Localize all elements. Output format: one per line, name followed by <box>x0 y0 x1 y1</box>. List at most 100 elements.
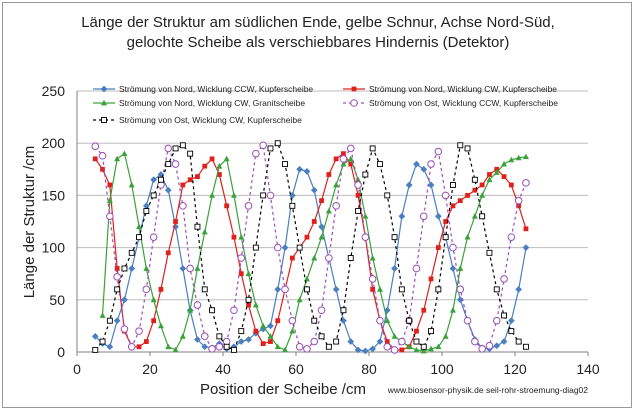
data-point <box>390 346 399 354</box>
data-point <box>200 332 209 341</box>
data-point <box>201 343 209 351</box>
data-point <box>128 249 135 256</box>
data-point <box>230 306 238 315</box>
data-point <box>106 197 113 204</box>
data-point <box>500 338 508 345</box>
x-tick-label: 20 <box>142 361 158 377</box>
data-point <box>282 161 288 168</box>
legend-marker <box>351 86 357 92</box>
data-point <box>91 142 100 151</box>
legend-marker <box>101 117 107 123</box>
legend-label: Strömung von Nord, Wicklung CCW, Kupfers… <box>119 84 313 94</box>
data-point <box>92 346 99 353</box>
data-point <box>391 333 398 339</box>
data-point <box>238 271 244 277</box>
legend-entry-3: Strömung von Nord, Wicklung CW, Granitsc… <box>93 98 305 108</box>
data-point <box>237 254 246 262</box>
data-point <box>449 243 457 252</box>
y-tick-label: 50 <box>49 292 65 308</box>
legend-label: Strömung von Nord, Wicklung CW, Kupfersc… <box>369 84 557 94</box>
y-axis-label: Länge der Struktur /cm <box>21 146 38 299</box>
data-point <box>209 192 216 198</box>
data-point <box>442 234 449 241</box>
data-point <box>311 317 318 324</box>
data-point <box>346 144 355 153</box>
data-point <box>340 307 347 314</box>
data-point <box>274 140 281 147</box>
legend: Strömung von Nord, Wicklung CCW, Kupfers… <box>93 84 558 125</box>
data-point <box>493 169 500 175</box>
data-point <box>120 325 129 333</box>
data-point <box>171 160 180 168</box>
data-point <box>194 223 201 230</box>
data-point <box>339 155 348 163</box>
data-point <box>173 219 178 224</box>
data-point <box>253 328 259 334</box>
footer-credit: www.biosensor-physik.de seil-rohr-stroem… <box>387 385 589 395</box>
y-tick-label: 200 <box>42 135 66 151</box>
data-point <box>464 145 471 152</box>
data-point <box>479 192 486 198</box>
data-point <box>318 333 325 340</box>
data-point <box>465 193 470 198</box>
data-point <box>435 343 442 350</box>
axes: 0 50 100 150 200 250 0 20 40 60 80 100 120 140 <box>42 83 600 377</box>
data-point <box>310 337 319 346</box>
data-point <box>150 296 157 303</box>
data-point <box>478 345 486 353</box>
legend-entry-1: Strömung von Nord, Wicklung CCW, Kupfers… <box>93 84 313 94</box>
data-point <box>259 141 267 150</box>
data-point <box>413 160 420 168</box>
data-point <box>150 176 158 184</box>
data-point <box>172 145 179 152</box>
data-point <box>91 332 99 340</box>
data-point <box>296 165 304 173</box>
data-point <box>377 161 383 168</box>
data-point <box>246 302 251 308</box>
data-point <box>114 155 121 162</box>
data-point <box>515 338 522 345</box>
data-point <box>252 301 259 308</box>
data-point <box>121 265 128 272</box>
data-point <box>522 153 529 160</box>
data-point <box>333 338 340 345</box>
data-point <box>493 342 501 350</box>
data-point <box>457 198 463 204</box>
data-point <box>427 181 435 189</box>
data-point <box>216 172 222 177</box>
data-point <box>274 285 282 293</box>
data-point <box>325 343 332 350</box>
data-point <box>434 147 443 156</box>
data-point <box>412 264 421 273</box>
data-point <box>165 161 172 168</box>
legend-label: Strömung von Ost, Wicklung CCW, Kupfersc… <box>369 98 558 108</box>
data-point <box>515 285 523 293</box>
data-point <box>516 203 522 209</box>
data-point <box>508 328 515 335</box>
data-point <box>267 333 274 339</box>
data-point <box>428 276 434 282</box>
data-point <box>486 176 493 183</box>
legend-entry-4: Strömung von Ost, Wicklung CCW, Kupfersc… <box>343 98 558 108</box>
data-point <box>420 165 428 173</box>
data-point <box>158 286 164 292</box>
data-point <box>260 341 266 347</box>
data-point <box>443 219 449 224</box>
data-point <box>194 265 201 271</box>
data-point <box>362 213 369 219</box>
data-point <box>449 265 457 272</box>
data-point <box>391 265 398 272</box>
data-point <box>354 346 362 354</box>
data-point <box>317 306 326 315</box>
y-tick-label: 0 <box>57 344 65 360</box>
data-point <box>340 160 347 167</box>
data-point <box>135 327 143 335</box>
data-point <box>187 177 193 183</box>
data-point <box>99 312 106 318</box>
series-line <box>94 163 527 352</box>
data-point <box>114 286 121 293</box>
data-point <box>435 286 442 293</box>
data-point <box>384 317 391 324</box>
y-tick-label: 150 <box>42 187 66 203</box>
data-point <box>420 343 427 350</box>
